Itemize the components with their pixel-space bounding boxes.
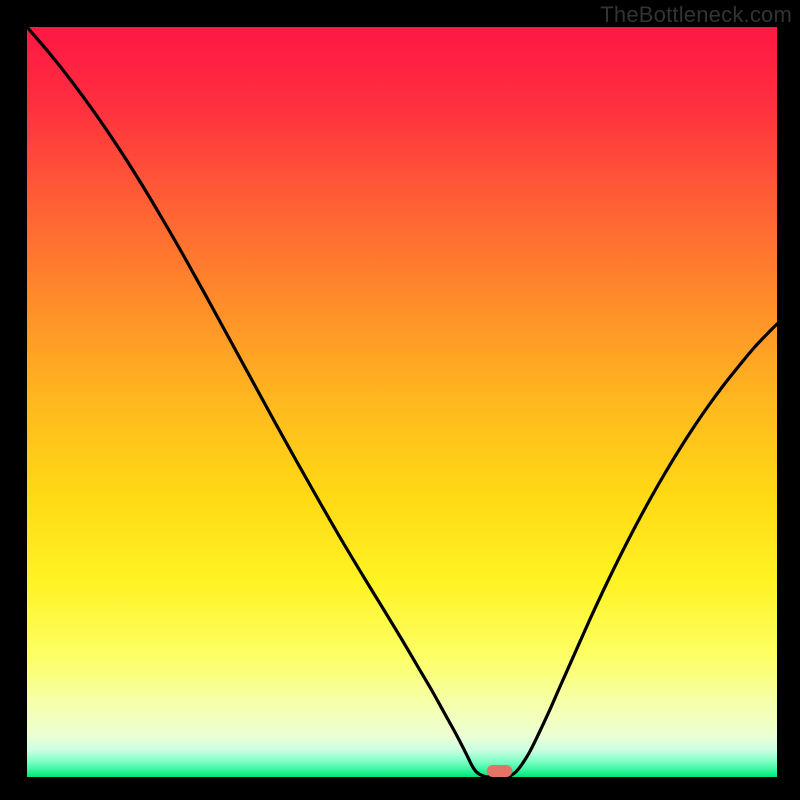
plot-background <box>27 27 777 777</box>
plot-area <box>27 27 777 777</box>
optimum-marker <box>487 765 513 777</box>
watermark-text: TheBottleneck.com <box>600 2 792 28</box>
plot-svg <box>27 27 777 777</box>
chart-frame: TheBottleneck.com <box>0 0 800 800</box>
